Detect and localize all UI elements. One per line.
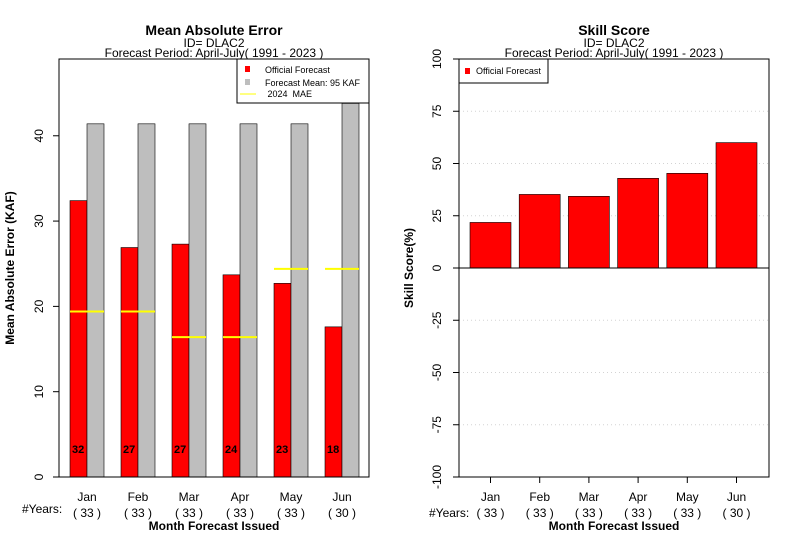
skill-y-axis-ticks: -100 -75 -50 -25 0 25 50 75 100 <box>430 49 459 489</box>
skill-y-tick-label: 25 <box>430 209 444 223</box>
skill-score-bar <box>568 196 610 269</box>
skill-years-count: ( 30 ) <box>722 506 750 520</box>
mae-official-value-label: 32 <box>72 444 84 456</box>
skill-score-bar <box>518 194 561 269</box>
mae-official-forecast-bar <box>171 243 190 478</box>
mae-chart-station-id: ID= DLAC2 <box>183 36 244 50</box>
mae-plot-frame <box>58 58 370 478</box>
skill-y-tick-label: -75 <box>430 416 444 434</box>
mae-years-count: ( 33 ) <box>124 506 152 520</box>
skill-y-tick-label: -25 <box>430 311 444 329</box>
mae-y-axis-ticks: 0 10 20 30 40 <box>32 129 59 480</box>
skill-legend: Official Forecast <box>458 58 549 84</box>
skill-y-tick-label: 50 <box>430 157 444 171</box>
mae-bars: 32 27 27 24 23 18 <box>69 103 360 478</box>
legend-skill-official-forecast: Official Forecast <box>476 66 541 76</box>
mae-legend-box <box>236 58 370 104</box>
skill-years-count: ( 33 ) <box>526 506 554 520</box>
skill-x-axis-ticks: Jan ( 33 ) Feb ( 33 ) Mar ( 33 ) Apr ( 33 ) May (… <box>476 477 751 520</box>
legend-forecast-mean-swatch <box>245 79 250 85</box>
mae-x-axis-label: Month Forecast Issued <box>149 519 280 533</box>
mae-x-tick-label: Apr <box>231 490 250 504</box>
skill-x-tick-label: Apr <box>629 490 648 504</box>
mae-official-value-label: 23 <box>276 444 288 456</box>
mae-x-tick-label: Mar <box>179 490 200 504</box>
skill-score-bar <box>617 178 659 269</box>
mae-forecast-mean-bar <box>239 123 258 478</box>
mae-x-tick-label: Feb <box>128 490 149 504</box>
mae-years-count: ( 33 ) <box>226 506 254 520</box>
skill-score-bar <box>715 142 758 269</box>
mae-y-axis-label: Mean Absolute Error (KAF) <box>3 191 17 345</box>
mae-chart: Mean Absolute Error ID= DLAC2 Forecast P… <box>3 22 370 533</box>
mae-x-axis-ticks: Jan ( 33 ) Feb ( 33 ) Mar ( 33 ) Apr ( 33 ) May (… <box>73 490 356 520</box>
mae-official-value-label: 27 <box>174 444 186 456</box>
skill-x-axis-label: Month Forecast Issued <box>549 519 680 533</box>
skill-x-tick-label: Jun <box>727 490 746 504</box>
skill-x-tick-label: Mar <box>579 490 600 504</box>
mae-forecast-mean-bar <box>341 103 360 478</box>
mae-y-tick-label: 40 <box>32 129 46 143</box>
mae-legend: Official Forecast Forecast Mean: 95 KAF … <box>236 58 370 104</box>
mae-official-value-label: 18 <box>327 444 339 456</box>
mae-years-label: #Years: <box>22 502 62 516</box>
mae-forecast-mean-bar <box>290 123 309 478</box>
mae-official-value-label: 24 <box>225 444 238 456</box>
skill-bars <box>459 142 769 269</box>
skill-years-count: ( 33 ) <box>624 506 652 520</box>
legend-forecast-mean: Forecast Mean: 95 KAF <box>265 78 361 88</box>
mae-years-count: ( 33 ) <box>73 506 101 520</box>
mae-official-forecast-bar <box>69 200 88 478</box>
skill-years-count: ( 33 ) <box>673 506 701 520</box>
skill-score-bar <box>666 173 709 269</box>
mae-y-tick-label: 20 <box>32 299 46 313</box>
mae-chart-title: Mean Absolute Error <box>145 22 283 38</box>
mae-y-tick-label: 30 <box>32 214 46 228</box>
mae-x-tick-label: May <box>280 490 303 504</box>
mae-forecast-mean-bar <box>86 123 105 478</box>
legend-2024-mae: 2024 MAE <box>265 89 312 99</box>
skill-x-tick-label: May <box>676 490 699 504</box>
skill-y-tick-label: 75 <box>430 104 444 118</box>
mae-years-count: ( 33 ) <box>175 506 203 520</box>
legend-official-forecast: Official Forecast <box>265 65 330 75</box>
skill-y-tick-label: -50 <box>430 364 444 382</box>
mae-years-count: ( 30 ) <box>328 506 356 520</box>
skill-score-bar <box>469 222 512 269</box>
mae-forecast-mean-bar <box>188 123 207 478</box>
mae-x-tick-label: Jun <box>332 490 351 504</box>
mae-forecast-mean-bar <box>137 123 156 478</box>
legend-skill-official-swatch <box>465 68 470 74</box>
skill-legend-box <box>458 58 549 84</box>
skill-years-count: ( 33 ) <box>575 506 603 520</box>
legend-official-forecast-swatch <box>245 66 250 72</box>
skill-chart-station-id: ID= DLAC2 <box>583 36 644 50</box>
skill-years-count: ( 33 ) <box>476 506 504 520</box>
skill-y-tick-label: -100 <box>430 465 444 489</box>
mae-official-value-label: 27 <box>123 444 135 456</box>
mae-x-tick-label: Jan <box>77 490 96 504</box>
skill-years-label: #Years: <box>429 506 469 520</box>
skill-score-chart: Skill Score ID= DLAC2 Forecast Period: A… <box>402 22 770 533</box>
mae-chart-forecast-period: Forecast Period: April-July( 1991 - 2023… <box>105 46 324 60</box>
skill-plot-frame <box>458 58 770 478</box>
skill-chart-forecast-period: Forecast Period: April-July( 1991 - 2023… <box>505 46 724 60</box>
skill-chart-title: Skill Score <box>578 22 650 38</box>
skill-y-tick-label: 0 <box>430 264 444 271</box>
skill-x-tick-label: Feb <box>529 490 550 504</box>
mae-y-tick-label: 10 <box>32 385 46 399</box>
skill-x-tick-label: Jan <box>481 490 500 504</box>
mae-official-forecast-bar <box>120 247 139 478</box>
mae-y-tick-label: 0 <box>32 473 46 480</box>
mae-years-count: ( 33 ) <box>277 506 305 520</box>
skill-y-tick-label: 100 <box>430 49 444 69</box>
skill-y-axis-label: Skill Score(%) <box>402 228 416 308</box>
